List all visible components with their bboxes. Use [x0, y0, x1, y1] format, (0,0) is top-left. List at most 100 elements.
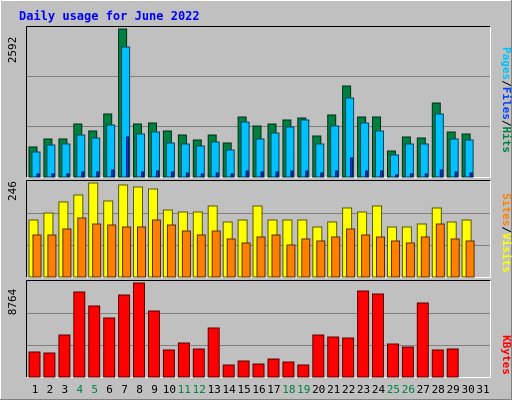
bar-sites-day-8	[137, 226, 146, 278]
bar-sites-day-22	[346, 228, 356, 278]
x-tick-label-day-15: 15	[237, 383, 250, 396]
panel-3-legend: KBytes	[500, 335, 512, 375]
x-tick-label-day-11: 11	[178, 383, 191, 396]
bar-sites-day-2	[47, 234, 57, 278]
bar-files-day-24	[375, 130, 384, 178]
bar-files-day-14	[225, 149, 235, 178]
bar-sites-day-10	[166, 224, 176, 278]
bar-sites-day-14	[226, 238, 236, 278]
bar-sites-day-11	[181, 230, 191, 278]
bar-kbytes-day-12	[192, 348, 205, 378]
bar-pages-day-9	[156, 170, 159, 178]
bar-files-day-25	[390, 154, 399, 178]
series-kbytes	[28, 282, 459, 378]
chart-title: Daily usage for June 2022	[19, 9, 200, 23]
x-tick-label-day-9: 9	[151, 383, 158, 396]
bar-sites-day-18	[286, 244, 296, 278]
bar-sites-day-6	[107, 224, 117, 278]
bar-pages-day-16	[260, 171, 264, 178]
series-files	[31, 46, 474, 178]
bar-pages-day-30	[469, 172, 473, 178]
bar-pages-day-4	[81, 171, 85, 178]
panel-2-legend: Sites/Visits	[500, 193, 512, 273]
bar-kbytes-day-18	[282, 361, 295, 378]
series-pages	[36, 136, 473, 178]
bar-kbytes-day-24	[372, 293, 384, 378]
bar-files-day-27	[419, 143, 429, 178]
bar-kbytes-day-20	[312, 334, 325, 378]
panel-3	[26, 280, 491, 378]
bar-files-day-29	[449, 138, 459, 178]
bar-files-day-4	[76, 134, 86, 178]
x-tick-label-day-18: 18	[282, 383, 295, 396]
legend-sep-2: /	[500, 120, 512, 127]
bar-kbytes-day-25	[387, 343, 399, 378]
bar-pages-day-19	[305, 170, 309, 178]
bar-kbytes-day-15	[237, 360, 250, 378]
bar-pages-day-23	[365, 170, 369, 178]
x-tick-label-day-31: 31	[476, 383, 489, 396]
bar-sites-day-7	[122, 226, 132, 278]
bar-files-day-9	[151, 131, 160, 178]
x-tick-label-day-17: 17	[267, 383, 280, 396]
legend-files: Files	[500, 87, 512, 120]
bar-files-day-6	[106, 124, 116, 178]
bar-pages-day-25	[395, 174, 398, 178]
legend-hits: Hits	[500, 127, 512, 154]
bar-sites-day-3	[62, 228, 72, 278]
bar-files-day-10	[165, 142, 175, 178]
bar-pages-day-29	[454, 171, 458, 178]
bar-kbytes-day-28	[431, 349, 444, 378]
bar-kbytes-day-27	[416, 302, 429, 378]
x-tick-label-day-14: 14	[222, 383, 236, 396]
bar-kbytes-day-26	[401, 346, 414, 378]
bar-sites-day-15	[241, 242, 251, 278]
bar-kbytes-day-8	[133, 282, 145, 378]
bar-kbytes-day-19	[297, 364, 310, 378]
bar-kbytes-day-17	[267, 358, 280, 378]
bar-pages-day-22	[350, 157, 354, 178]
bar-sites-day-1	[32, 234, 42, 278]
bar-files-day-28	[434, 113, 444, 178]
bar-pages-day-20	[320, 172, 324, 178]
bar-files-day-16	[255, 138, 265, 178]
bar-sites-day-24	[376, 236, 385, 278]
bar-sites-day-5	[92, 223, 102, 278]
bar-files-day-1	[31, 151, 41, 178]
bar-kbytes-day-29	[446, 348, 459, 378]
x-tick-label-day-19: 19	[297, 383, 310, 396]
bar-kbytes-day-7	[118, 294, 131, 378]
bar-sites-day-9	[152, 219, 161, 278]
legend-kbytes: KBytes	[500, 335, 512, 375]
bar-pages-day-3	[66, 173, 70, 178]
bar-pages-day-17	[275, 171, 279, 178]
bar-sites-day-28	[435, 223, 445, 278]
bar-sites-day-23	[361, 234, 371, 278]
bar-sites-day-26	[405, 242, 415, 278]
x-tick-label-day-12: 12	[193, 383, 206, 396]
x-tick-label-day-21: 21	[327, 383, 340, 396]
panel-2-ymax-label: 246	[6, 181, 19, 201]
panel-1	[26, 26, 491, 178]
legend-pages: Pages	[500, 47, 512, 80]
bar-files-day-18	[285, 126, 295, 178]
x-tick-label-day-7: 7	[121, 383, 128, 396]
bar-pages-day-11	[185, 172, 189, 178]
panel-3-ymax-label: 8764	[6, 288, 19, 315]
bar-pages-day-8	[141, 171, 144, 178]
x-tick-label-day-28: 28	[432, 383, 445, 396]
bar-kbytes-day-14	[222, 364, 235, 378]
bar-files-day-8	[136, 133, 145, 178]
bar-files-day-19	[300, 119, 310, 178]
legend-visits: Visits	[500, 233, 512, 273]
bar-files-day-20	[315, 143, 325, 178]
x-tick-label-day-26: 26	[402, 383, 415, 396]
bar-pages-day-12	[200, 173, 204, 178]
bar-sites-day-12	[196, 234, 206, 278]
bar-kbytes-day-1	[28, 351, 41, 378]
bar-pages-day-14	[230, 173, 234, 178]
bar-sites-day-17	[271, 234, 281, 278]
bar-sites-day-4	[77, 217, 87, 278]
